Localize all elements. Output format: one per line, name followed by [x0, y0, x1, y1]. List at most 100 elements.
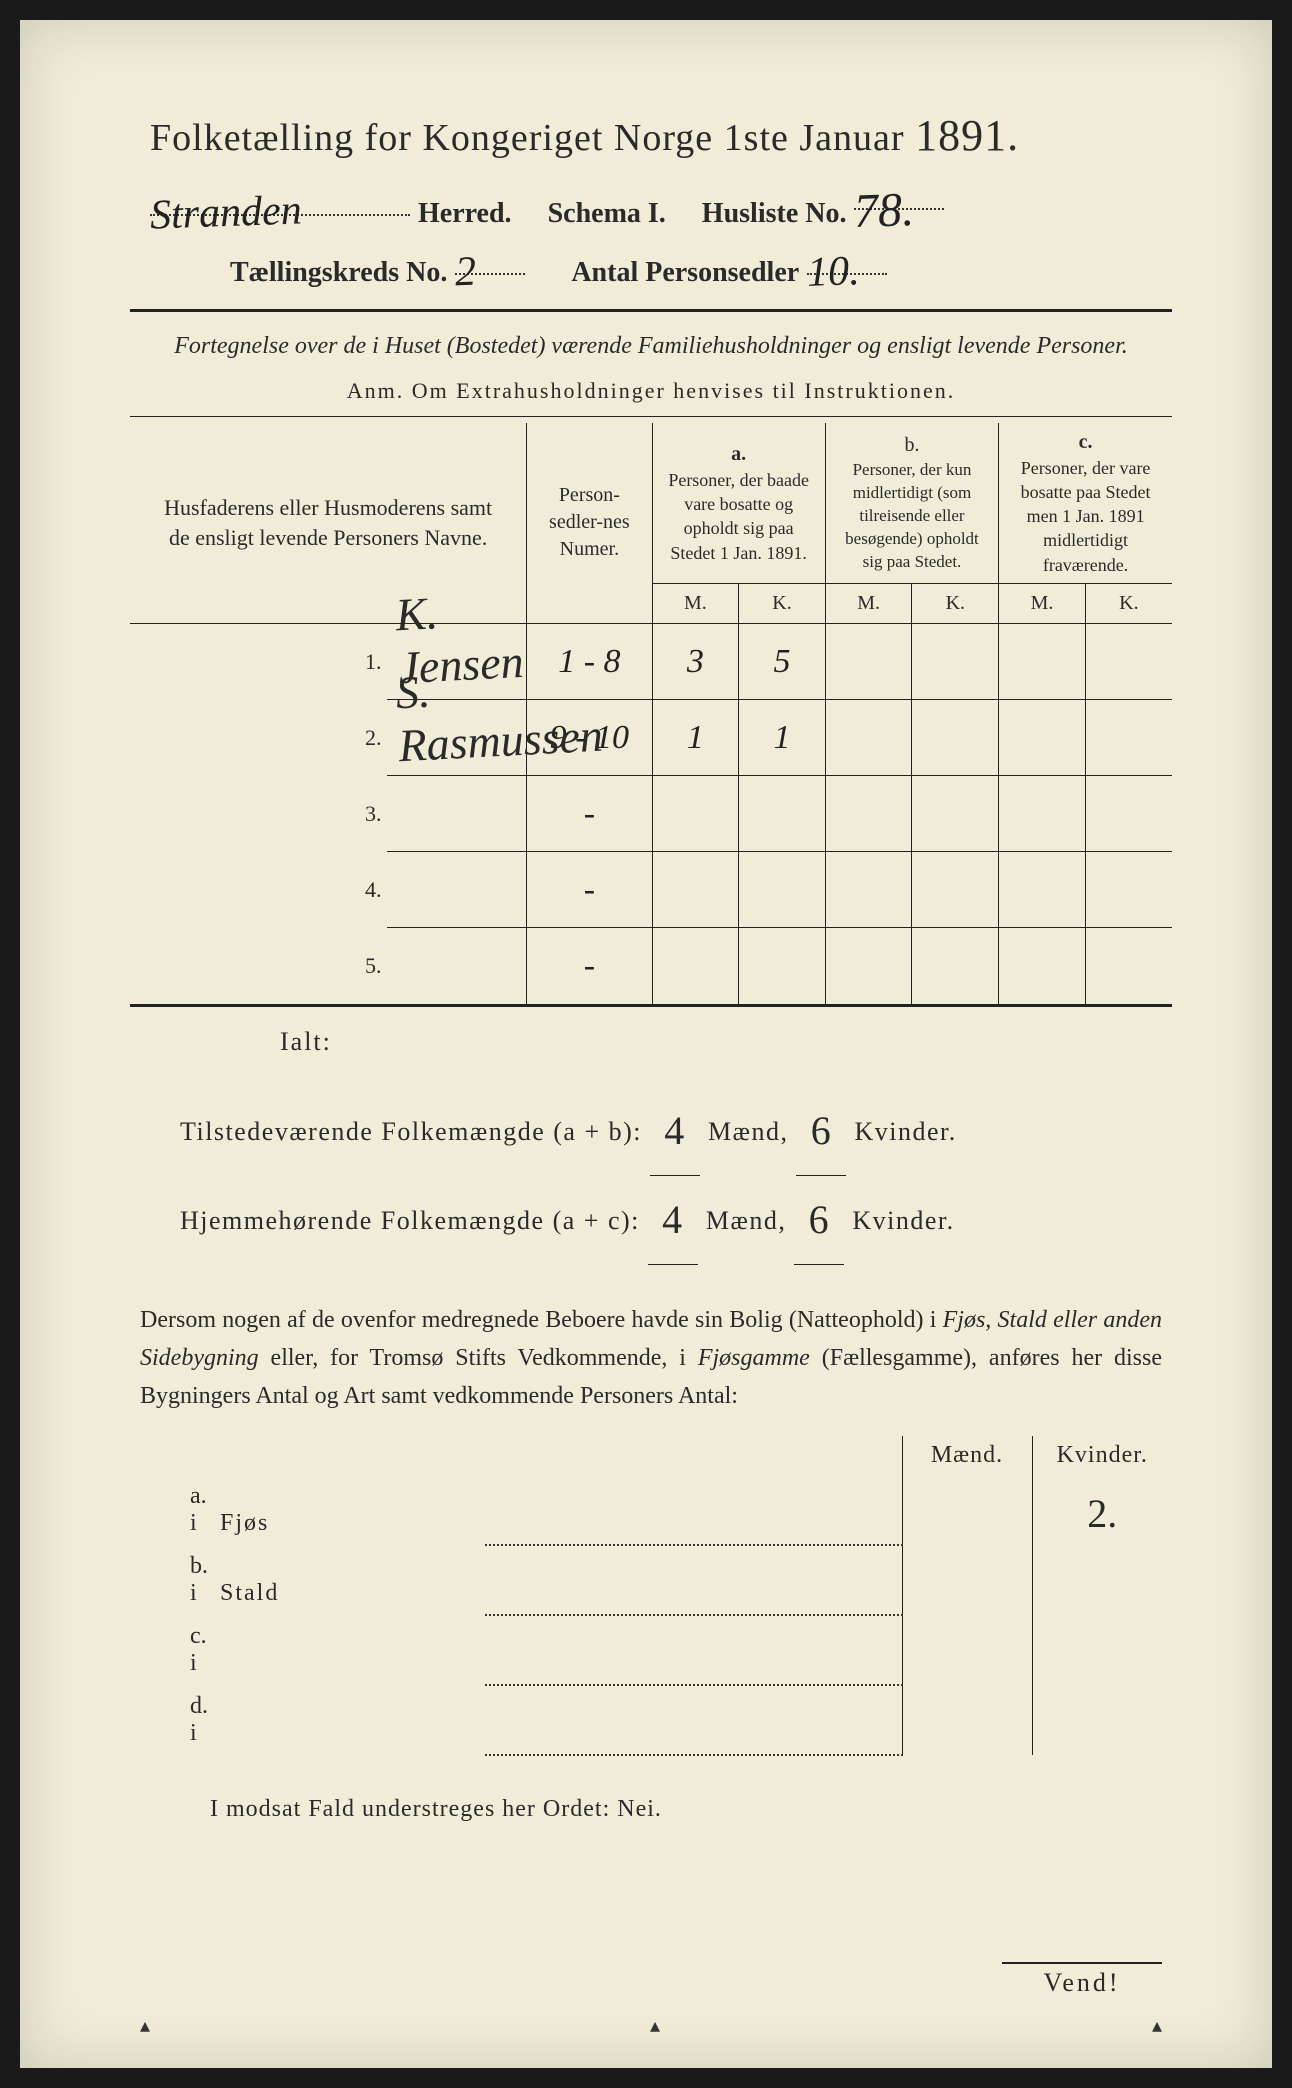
title-prefix: Folketælling for Kongeriget Norge 1ste J… [150, 117, 905, 159]
cell-b-k [912, 776, 999, 852]
cell-c-k [1085, 852, 1172, 928]
bldg-dots [485, 1545, 902, 1615]
col-b-k: K. [912, 584, 999, 624]
cell-numer: - [527, 852, 652, 928]
household-table: Husfaderens eller Husmoderens samt de en… [130, 423, 1172, 1004]
totals-block: Tilstedeværende Folkemængde (a + b): 4 M… [130, 1083, 1172, 1261]
ialt-label: Ialt: [130, 1027, 1172, 1057]
cell-numer: - [527, 928, 652, 1004]
totals-2-m: 4 [648, 1176, 698, 1265]
bldg-dots [485, 1685, 902, 1755]
cell-b-m [825, 852, 912, 928]
cell-c-k [1085, 928, 1172, 1004]
col-a-k: K. [739, 584, 826, 624]
bldg-k [1032, 1545, 1172, 1615]
bldg-m [902, 1685, 1032, 1755]
table-row: 3.- [130, 776, 1172, 852]
cell-b-k [912, 928, 999, 1004]
cell-c-m [999, 624, 1086, 700]
cell-a-k: 1 [739, 700, 826, 776]
bldg-k: 2. [1032, 1475, 1172, 1545]
col-header-name-text: Husfaderens eller Husmoderens samt de en… [138, 473, 518, 572]
cell-a-m [652, 852, 739, 928]
cell-numer: - [527, 776, 652, 852]
bldg-lbl: a. i [130, 1475, 214, 1545]
husliste-label: Husliste No. [702, 198, 847, 230]
tick-mark: ▴ [650, 2013, 660, 2038]
col-c-k: K. [1085, 584, 1172, 624]
col-header-c: c. Personer, der vare bosatte paa Stedet… [999, 423, 1172, 584]
col-b-m: M. [825, 584, 912, 624]
cell-a-k [739, 776, 826, 852]
divider-1 [130, 309, 1172, 312]
cell-b-m [825, 700, 912, 776]
col-a-m: M. [652, 584, 739, 624]
vend-label: Vend! [1002, 1962, 1162, 1998]
col-a-text: Personer, der baade vare bosatte og opho… [661, 468, 817, 565]
col-c-label: c. [1007, 429, 1164, 456]
cell-b-k [912, 700, 999, 776]
cell-b-m [825, 624, 912, 700]
cell-c-m [999, 928, 1086, 1004]
header-row-3: Tællingskreds No. 2 Antal Personsedler 1… [130, 244, 1172, 289]
bldg-desc: Stald [214, 1545, 485, 1615]
bldg-row: b. iStald [130, 1545, 1172, 1615]
totals-line-1: Tilstedeværende Folkemængde (a + b): 4 M… [180, 1083, 1172, 1172]
name-handwritten: S. Rasmussen [395, 656, 605, 773]
cell-a-k [739, 852, 826, 928]
schema-label: Schema I. [548, 198, 666, 230]
cell-b-m [825, 928, 912, 1004]
cell-a-k: 5 [739, 624, 826, 700]
bldg-k [1032, 1615, 1172, 1685]
cell-a-m [652, 928, 739, 1004]
col-header-b: b. Personer, der kun midlertidigt (som t… [825, 423, 998, 584]
cell-b-k [912, 624, 999, 700]
table-row: 1.K. Jensen1 - 835 [130, 624, 1172, 700]
totals-kvinder-1: Kvinder. [854, 1117, 956, 1146]
herred-value: Stranden [149, 186, 302, 239]
bldg-lbl: c. i [130, 1615, 214, 1685]
census-form-page: Folketælling for Kongeriget Norge 1ste J… [20, 20, 1272, 2068]
bldg-lbl: b. i [130, 1545, 214, 1615]
bldg-desc: Fjøs [214, 1475, 485, 1545]
col-b-text: Personer, der kun midlertidigt (som tilr… [834, 459, 990, 574]
col-header-a: a. Personer, der baade vare bosatte og o… [652, 423, 825, 584]
col-a-label: a. [661, 441, 817, 468]
bldg-m [902, 1615, 1032, 1685]
bldg-dots [485, 1475, 902, 1545]
table-row: 5.- [130, 928, 1172, 1004]
header-row-2: Stranden Herred. Schema I. Husliste No. … [130, 179, 1172, 230]
totals-1-m: 4 [650, 1087, 700, 1176]
bldg-desc [214, 1685, 485, 1755]
antal-value: 10. [806, 247, 860, 297]
tick-mark: ▴ [1152, 2013, 1162, 2038]
bldg-desc [214, 1615, 485, 1685]
nei-line: I modsat Fald understreges her Ordet: Ne… [130, 1796, 1172, 1823]
bldg-k [1032, 1685, 1172, 1755]
col-c-m: M. [999, 584, 1086, 624]
totals-kvinder-2: Kvinder. [852, 1206, 954, 1235]
divider-3 [130, 1004, 1172, 1007]
cell-a-m [652, 776, 739, 852]
page-title: Folketælling for Kongeriget Norge 1ste J… [130, 110, 1172, 161]
cell-b-m [825, 776, 912, 852]
totals-line-2: Hjemmehørende Folkemængde (a + c): 4 Mæn… [180, 1172, 1172, 1261]
bldg-head-m: Mænd. [902, 1436, 1032, 1475]
col-header-numer: Person-sedler-nes Numer. [527, 423, 652, 624]
annotation-note: Anm. Om Extrahusholdninger henvises til … [130, 378, 1172, 404]
building-paragraph: Dersom nogen af de ovenfor medregnede Be… [130, 1301, 1172, 1416]
bldg-m [902, 1475, 1032, 1545]
bldg-dots [485, 1615, 902, 1685]
col-b-label: b. [834, 432, 990, 459]
cell-c-k [1085, 700, 1172, 776]
cell-a-m: 3 [652, 624, 739, 700]
title-year: 1891. [915, 111, 1019, 160]
divider-2 [130, 416, 1172, 417]
bldg-row: c. i [130, 1615, 1172, 1685]
bldg-row: a. iFjøs 2. [130, 1475, 1172, 1545]
bldg-row: d. i [130, 1685, 1172, 1755]
cell-a-k [739, 928, 826, 1004]
para-1: Dersom nogen af de ovenfor medregnede Be… [140, 1307, 943, 1333]
husliste-value: 78. [854, 182, 916, 239]
building-table: Mænd. Kvinder. a. iFjøs2.b. iStaldc. id.… [130, 1436, 1172, 1756]
